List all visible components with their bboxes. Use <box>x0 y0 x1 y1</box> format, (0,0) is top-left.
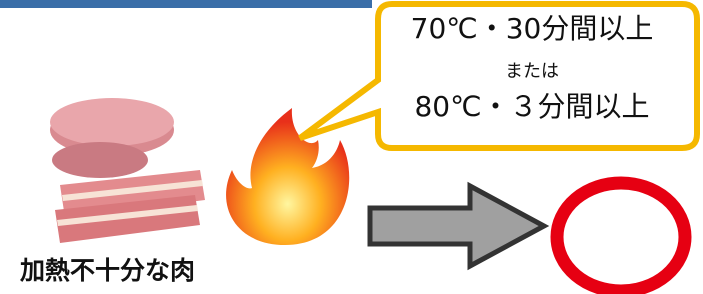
ok-circle <box>557 183 685 291</box>
temp-line-1: 70℃・30分間以上 <box>411 12 654 45</box>
top-bar <box>0 0 372 8</box>
or-text: または <box>505 61 559 82</box>
temp-line-2: 80℃・３分間以上 <box>414 90 649 123</box>
illustration: 70℃・30分間以上 または 80℃・３分間以上 加熱不十分な肉 <box>0 0 703 294</box>
arrow <box>370 186 544 266</box>
meat-icon <box>50 98 205 243</box>
meat-label: 加熱不十分な肉 <box>19 256 195 285</box>
